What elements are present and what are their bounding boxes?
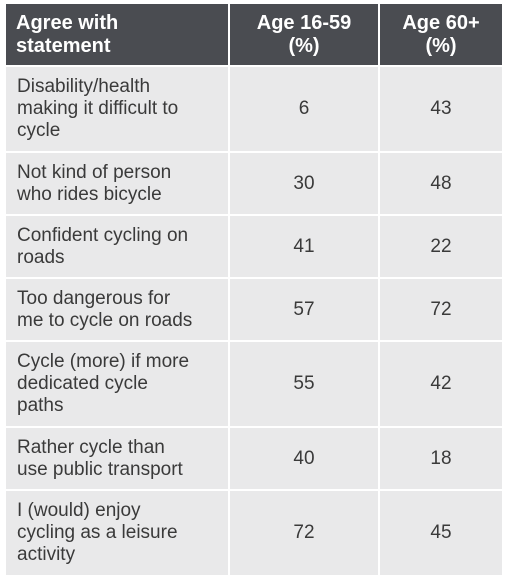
row-statement: I (would) enjoy cycling as a leisure act… bbox=[6, 489, 230, 575]
row-age-60-plus-value: 22 bbox=[379, 214, 502, 278]
statement-line: who rides bicycle bbox=[17, 183, 162, 205]
row-statement: Cycle (more) if more dedicated cycle pat… bbox=[6, 340, 230, 427]
table-body: Disability/health making it difficult to… bbox=[6, 65, 502, 575]
header-statement: Agree with statement bbox=[6, 4, 230, 66]
statement-line: cycling as a leisure bbox=[17, 522, 178, 543]
row-age-60-plus-value: 43 bbox=[379, 65, 502, 152]
statement-line: activity bbox=[17, 544, 76, 565]
header-age-60-plus: Age 60+ (%) bbox=[379, 4, 502, 66]
statement-line: cycle bbox=[17, 120, 61, 141]
header-row: Agree with statement Age 16-59 (%) Age 6… bbox=[6, 4, 502, 66]
row-statement: Not kind of person who rides bicycle bbox=[6, 151, 230, 215]
row-age-16-59-value: 57 bbox=[229, 277, 380, 341]
row-age-60-plus-value: 48 bbox=[379, 151, 502, 215]
statement-line: Cycle (more) if more bbox=[17, 351, 190, 372]
row-age-16-59-value: 72 bbox=[229, 489, 380, 575]
row-age-60-plus-value: 18 bbox=[379, 426, 502, 490]
row-age-16-59-value: 40 bbox=[229, 426, 380, 490]
table-row: Disability/health making it difficult to… bbox=[6, 65, 502, 152]
statement-line: Rather cycle than bbox=[17, 436, 165, 458]
cycling-attitudes-table: Agree with statement Age 16-59 (%) Age 6… bbox=[6, 4, 502, 575]
statement-line: me to cycle on roads bbox=[17, 309, 193, 331]
table-row: I (would) enjoy cycling as a leisure act… bbox=[6, 489, 502, 575]
statement-line: use public transport bbox=[17, 458, 183, 480]
row-age-60-plus-value: 42 bbox=[379, 340, 502, 427]
header-statement-line-1: Agree with bbox=[16, 11, 119, 34]
row-statement: Too dangerous for me to cycle on roads bbox=[6, 277, 230, 341]
statement-line: paths bbox=[17, 395, 64, 416]
statement-line: Confident cycling on bbox=[17, 224, 189, 246]
header-age-60-plus-line-1: Age 60+ bbox=[402, 11, 480, 34]
table-row: Not kind of person who rides bicycle 30 … bbox=[6, 151, 502, 215]
row-age-16-59-value: 30 bbox=[229, 151, 380, 215]
table-row: Confident cycling on roads 41 22 bbox=[6, 214, 502, 278]
header-age-16-59-line-1: Age 16-59 bbox=[256, 11, 352, 34]
row-age-60-plus-value: 45 bbox=[379, 489, 502, 575]
header-statement-line-2: statement bbox=[16, 34, 111, 57]
row-age-60-plus-value: 72 bbox=[379, 277, 502, 341]
cycling-attitudes-table-container: Agree with statement Age 16-59 (%) Age 6… bbox=[6, 4, 502, 575]
statement-line: roads bbox=[17, 246, 65, 268]
statement-line: Disability/health bbox=[17, 76, 151, 97]
statement-line: Not kind of person bbox=[17, 161, 172, 183]
row-age-16-59-value: 41 bbox=[229, 214, 380, 278]
header-age-16-59: Age 16-59 (%) bbox=[229, 4, 380, 66]
row-statement: Confident cycling on roads bbox=[6, 214, 230, 278]
statement-line: Too dangerous for bbox=[17, 287, 171, 309]
row-statement: Rather cycle than use public transport bbox=[6, 426, 230, 490]
table-row: Cycle (more) if more dedicated cycle pat… bbox=[6, 340, 502, 427]
header-age-60-plus-line-2: (%) bbox=[425, 34, 457, 57]
table-header: Agree with statement Age 16-59 (%) Age 6… bbox=[6, 4, 502, 66]
table-row: Too dangerous for me to cycle on roads 5… bbox=[6, 277, 502, 341]
row-age-16-59-value: 6 bbox=[229, 65, 380, 152]
statement-line: dedicated cycle bbox=[17, 373, 148, 394]
header-age-16-59-line-2: (%) bbox=[288, 34, 320, 57]
statement-line: making it difficult to bbox=[17, 98, 179, 119]
row-statement: Disability/health making it difficult to… bbox=[6, 65, 230, 152]
table-row: Rather cycle than use public transport 4… bbox=[6, 426, 502, 490]
statement-line: I (would) enjoy bbox=[17, 500, 141, 521]
row-age-16-59-value: 55 bbox=[229, 340, 380, 427]
